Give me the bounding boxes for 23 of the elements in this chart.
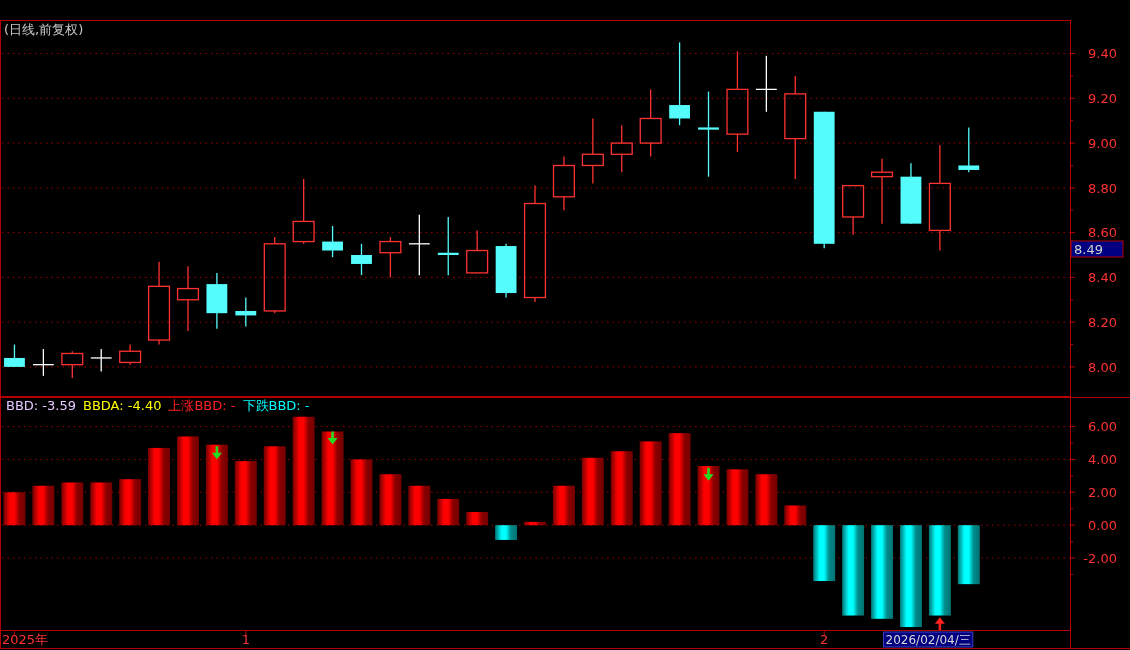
y-tick-label: 6.00: [1088, 419, 1117, 435]
text: 8.49: [1074, 241, 1103, 257]
y-tick-label: 9.20: [1088, 91, 1117, 107]
annotation: 上涨BBD: -: [168, 398, 236, 413]
x-tick-label: 1: [241, 632, 250, 647]
annotation: BBD: -3.59: [6, 398, 76, 413]
y-tick-label: 8.00: [1088, 359, 1117, 375]
y-tick-label: -2.00: [1083, 550, 1117, 566]
y-tick-label: 8.20: [1088, 314, 1117, 330]
x-tick-label: 2025年: [2, 632, 49, 647]
annotation: 下跌BBD: -: [242, 398, 310, 413]
y-tick-label: 2.00: [1088, 484, 1117, 500]
annotation: BBDA: -4.40: [83, 398, 162, 413]
y-tick-label: 8.40: [1088, 270, 1117, 286]
y-tick-label: 8.60: [1088, 225, 1117, 241]
chart-title: (日线,前复权): [4, 22, 84, 37]
y-tick-label: 9.40: [1088, 46, 1117, 62]
text: 2026/02/04/三: [885, 633, 971, 647]
y-tick-label: 9.00: [1088, 135, 1117, 151]
y-tick-label: 4.00: [1088, 452, 1117, 468]
y-tick-label: 0.00: [1088, 517, 1117, 533]
x-tick-label: 2: [820, 632, 829, 647]
y-tick-label: 8.80: [1088, 180, 1117, 196]
